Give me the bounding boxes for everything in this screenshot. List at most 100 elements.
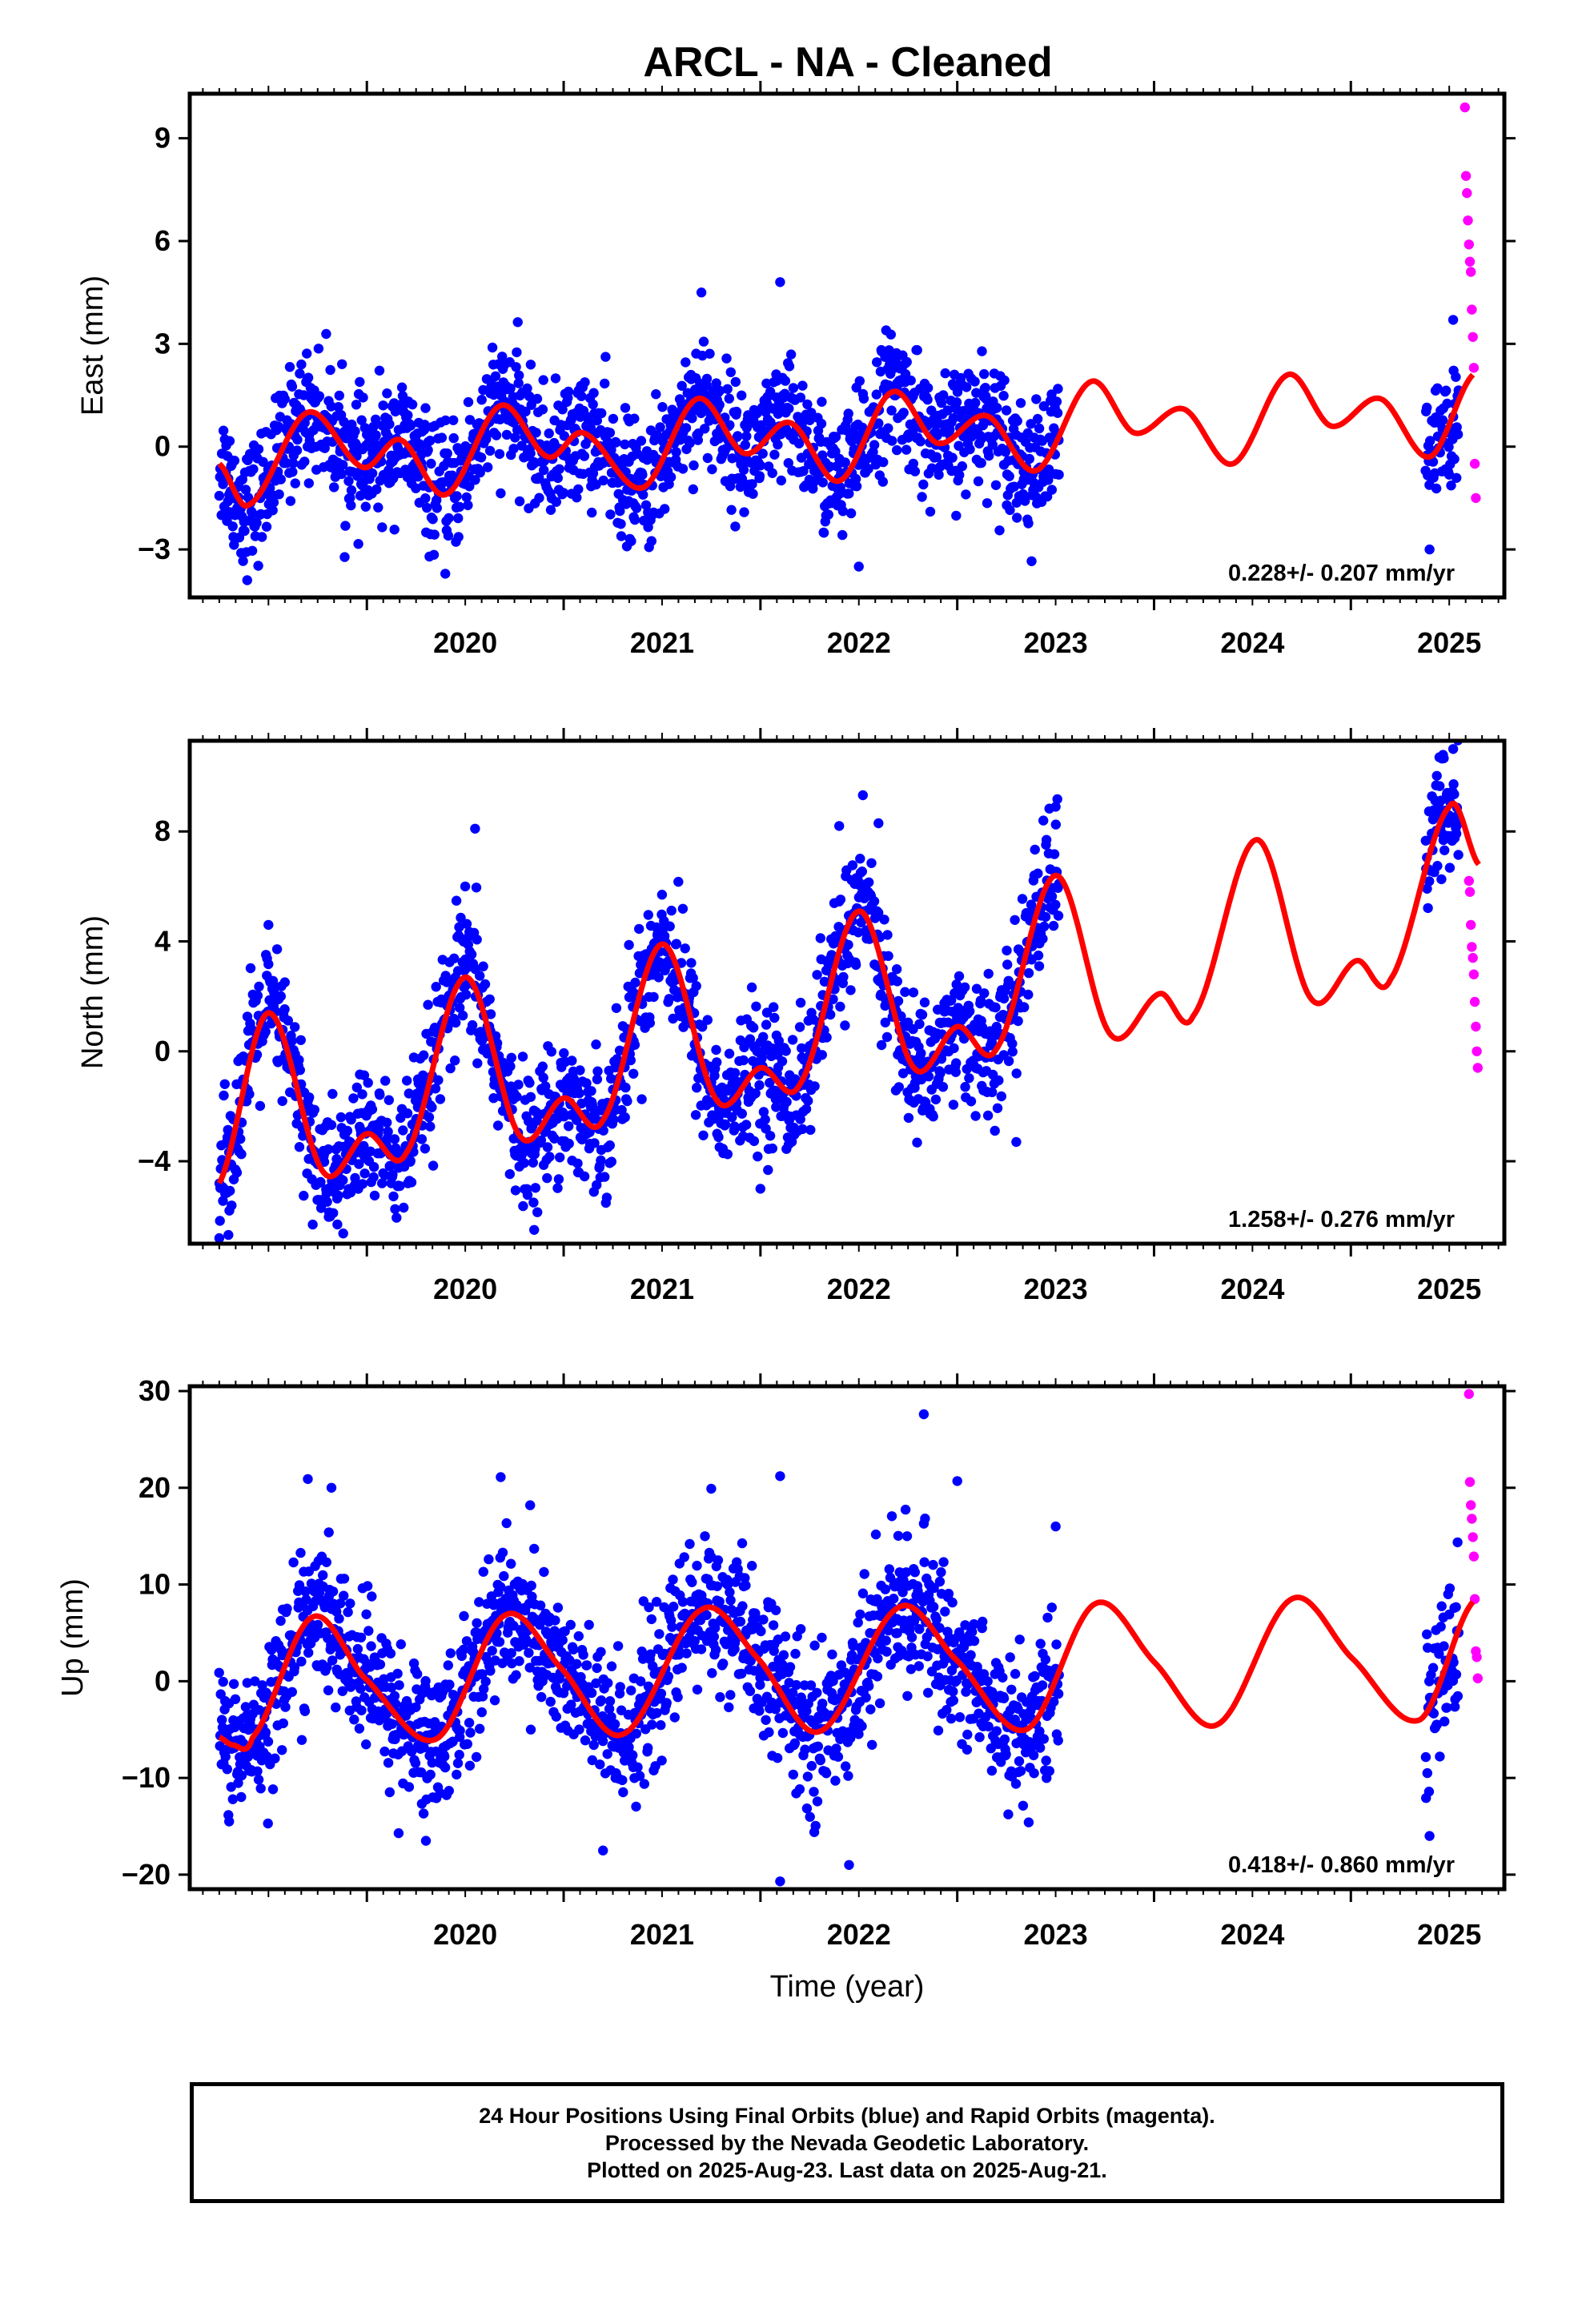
final-orbit-point [387, 1719, 397, 1729]
final-orbit-point [1452, 472, 1462, 483]
final-orbit-point [987, 440, 998, 450]
final-orbit-point [980, 383, 991, 393]
final-orbit-point [285, 496, 296, 506]
final-orbit-point [798, 466, 809, 476]
final-orbit-point [524, 1663, 535, 1673]
final-orbit-point [275, 1615, 286, 1626]
y-tick-label: 9 [155, 122, 171, 155]
final-orbit-point [389, 1691, 400, 1701]
final-orbit-point [781, 1046, 791, 1056]
final-orbit-point [784, 361, 795, 372]
final-orbit-point [909, 466, 921, 476]
final-orbit-point [452, 1758, 464, 1768]
final-orbit-point [444, 1786, 454, 1796]
final-orbit-point [696, 408, 706, 419]
final-orbit-point [592, 1074, 603, 1084]
final-orbit-point [843, 939, 853, 951]
final-orbit-point [873, 418, 884, 428]
y-tick-label: 0 [155, 430, 171, 463]
final-orbit-point [729, 1638, 741, 1648]
final-orbit-point [345, 1598, 355, 1609]
final-orbit-point [657, 402, 668, 412]
final-orbit-point [295, 368, 305, 379]
final-orbit-point [384, 419, 395, 429]
final-orbit-point [646, 536, 656, 546]
final-orbit-point [705, 348, 715, 359]
final-orbit-point [630, 977, 640, 988]
final-orbit-point [850, 959, 861, 971]
final-orbit-point [908, 458, 919, 469]
final-orbit-point [233, 1778, 243, 1788]
final-orbit-point [992, 403, 1002, 413]
final-orbit-point [864, 877, 874, 888]
x-tick-label: 2025 [1417, 626, 1481, 659]
final-orbit-point [990, 1002, 1001, 1013]
final-orbit-point [1023, 967, 1034, 979]
final-orbit-point [425, 1769, 436, 1780]
final-orbit-point [374, 1124, 384, 1134]
final-orbit-point [458, 1644, 469, 1655]
final-orbit-point [508, 444, 519, 454]
final-orbit-point [809, 1640, 820, 1651]
final-orbit-point [400, 464, 411, 475]
final-orbit-point [713, 1555, 724, 1566]
final-orbit-point [930, 1094, 942, 1105]
final-orbit-point [984, 450, 994, 461]
final-orbit-point [1033, 868, 1043, 879]
final-orbit-point [587, 1100, 597, 1110]
final-orbit-point [303, 1647, 314, 1658]
final-orbit-point [656, 890, 668, 900]
final-orbit-point [580, 377, 590, 388]
final-orbit-point [354, 1723, 365, 1734]
final-orbit-point [520, 406, 531, 417]
final-orbit-point [214, 1232, 225, 1244]
rapid-orbit-point [1467, 942, 1477, 952]
y-tick-label: −3 [138, 533, 171, 565]
final-orbit-point [606, 444, 616, 455]
final-orbit-point [673, 1692, 683, 1703]
final-orbit-point [1050, 802, 1061, 812]
final-orbit-point [726, 505, 737, 515]
final-orbit-point [986, 1037, 998, 1047]
final-orbit-point [652, 1707, 662, 1719]
final-orbit-point [550, 373, 561, 384]
final-orbit-point [581, 1660, 592, 1671]
final-orbit-point [377, 522, 387, 533]
final-orbit-point [1012, 513, 1022, 523]
final-orbit-point [484, 1554, 494, 1565]
final-orbit-point [392, 1668, 403, 1679]
final-orbit-point [707, 1668, 717, 1679]
final-orbit-point [700, 424, 710, 434]
final-orbit-point [673, 1650, 685, 1660]
final-orbit-point [279, 394, 290, 404]
final-orbit-point [747, 1561, 757, 1571]
final-orbit-point [449, 953, 460, 964]
final-orbit-point [961, 489, 971, 500]
final-orbit-point [837, 506, 849, 517]
final-orbit-point [747, 479, 757, 489]
final-orbit-point [701, 373, 713, 384]
final-orbit-point [586, 1086, 596, 1096]
final-orbit-point [440, 1751, 450, 1762]
final-orbit-point [463, 500, 473, 511]
final-orbit-point [337, 359, 347, 369]
rapid-orbit-point [1472, 1063, 1484, 1073]
final-orbit-point [321, 328, 331, 340]
final-orbit-point [821, 1768, 832, 1779]
final-orbit-point [388, 1191, 399, 1202]
final-orbit-point [650, 1761, 661, 1771]
final-orbit-point [758, 1614, 769, 1625]
final-orbit-point [512, 1092, 522, 1102]
final-orbit-point [794, 1784, 805, 1795]
final-orbit-point [749, 1136, 760, 1147]
final-orbit-point [559, 431, 569, 441]
final-orbit-point [1032, 413, 1043, 424]
final-orbit-point [815, 1755, 825, 1766]
final-orbit-point [267, 1784, 279, 1795]
final-orbit-point [809, 1787, 819, 1797]
final-orbit-point [665, 472, 677, 482]
final-orbit-point [863, 464, 873, 474]
final-orbit-point [917, 1009, 928, 1020]
final-orbit-point [818, 528, 829, 538]
final-orbit-point [340, 521, 351, 531]
